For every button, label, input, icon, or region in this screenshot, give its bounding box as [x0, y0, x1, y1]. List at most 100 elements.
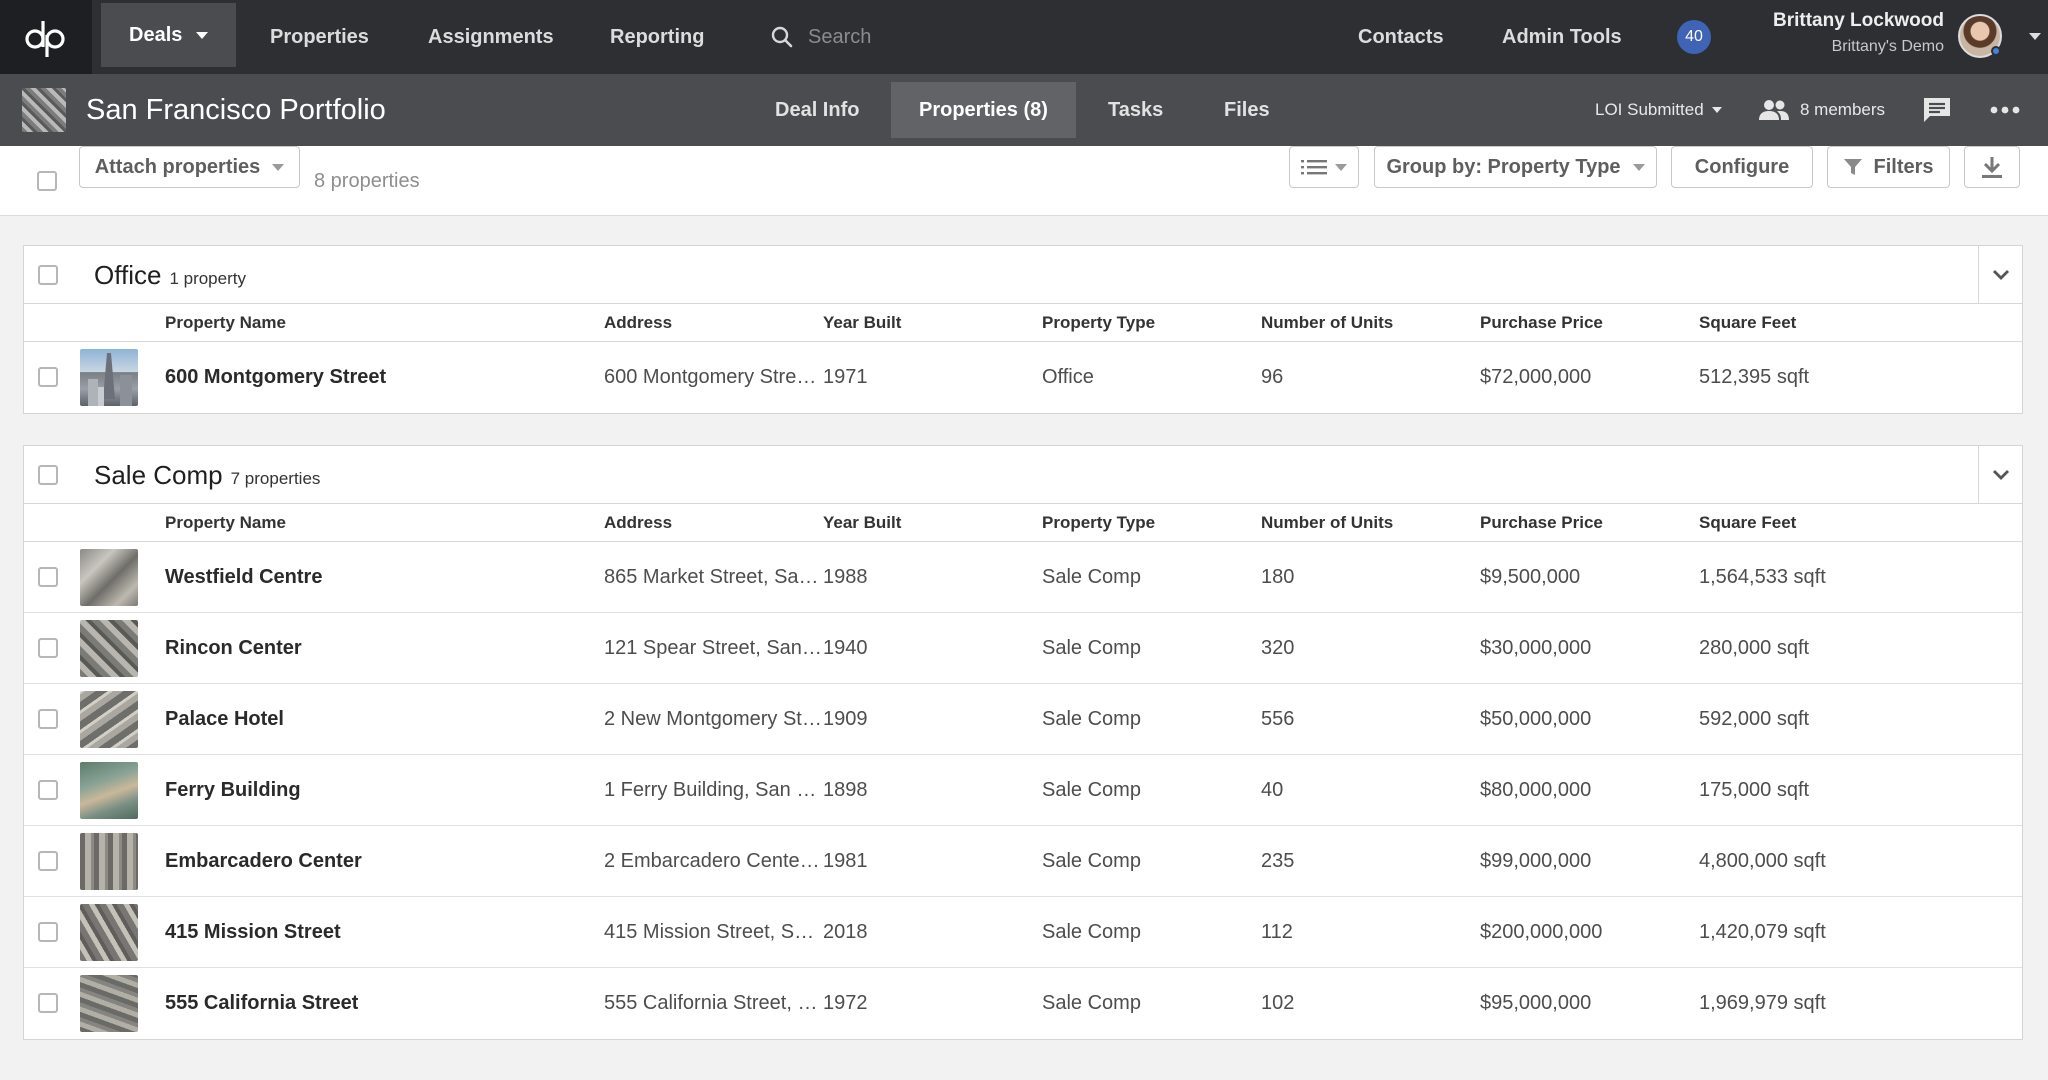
export-button[interactable] — [1964, 146, 2020, 188]
property-address: 415 Mission Street, San Francisco — [604, 921, 822, 943]
table-row[interactable]: Rincon Center 121 Spear Street, San Franc… — [24, 613, 2022, 684]
column-header-address[interactable]: Address — [604, 313, 673, 332]
row-checkbox[interactable] — [38, 638, 58, 658]
table-row[interactable]: Embarcadero Center 2 Embarcadero Center, … — [24, 826, 2022, 897]
property-type: Sale Comp — [1042, 992, 1141, 1014]
table-row[interactable]: 415 Mission Street 415 Mission Street, Sa… — [24, 897, 2022, 968]
nav-contacts[interactable]: Contacts — [1330, 0, 1472, 74]
property-type: Sale Comp — [1042, 850, 1141, 872]
group-header: Sale Comp 7 properties — [24, 446, 2022, 504]
nav-assignments[interactable]: Assignments — [400, 0, 582, 74]
row-checkbox[interactable] — [38, 780, 58, 800]
nav-admin-tools[interactable]: Admin Tools — [1474, 0, 1650, 74]
deal-header: San Francisco Portfolio Deal Info Proper… — [0, 74, 2048, 146]
number-of-units: 40 — [1261, 779, 1284, 801]
property-type: Office — [1042, 366, 1094, 388]
row-checkbox[interactable] — [38, 367, 58, 387]
property-name[interactable]: Embarcadero Center — [165, 850, 362, 872]
property-name[interactable]: Palace Hotel — [165, 708, 284, 730]
property-name[interactable]: 600 Montgomery Street — [165, 366, 387, 388]
property-name[interactable]: 555 California Street — [165, 992, 359, 1014]
column-header-number-of-units[interactable]: Number of Units — [1261, 513, 1394, 532]
property-type: Sale Comp — [1042, 708, 1141, 730]
table-row[interactable]: Ferry Building 1 Ferry Building, San Fran… — [24, 755, 2022, 826]
property-name[interactable]: Ferry Building — [165, 779, 301, 801]
column-header-property-type[interactable]: Property Type — [1042, 313, 1156, 332]
property-address: 555 California Street, San Francisco — [604, 992, 822, 1014]
table-row[interactable]: 600 Montgomery Street 600 Montgomery Str… — [24, 342, 2022, 413]
deal-status-label: LOI Submitted — [1595, 100, 1704, 119]
purchase-price: $99,000,000 — [1480, 850, 1592, 872]
tab-tasks[interactable]: Tasks — [1080, 82, 1191, 138]
column-header-year-built[interactable]: Year Built — [823, 513, 902, 532]
group-sale-comp: Sale Comp 7 properties Property Name Add… — [23, 445, 2023, 1040]
column-header-purchase-price[interactable]: Purchase Price — [1480, 313, 1603, 332]
column-header-square-feet[interactable]: Square Feet — [1699, 513, 1797, 532]
property-thumbnail — [80, 975, 138, 1032]
configure-button[interactable]: Configure — [1671, 146, 1813, 188]
column-header-property-name[interactable]: Property Name — [165, 513, 286, 532]
properties-toolbar: Attach properties 8 properties Group by:… — [0, 146, 2048, 216]
square-feet: 592,000 sqft — [1699, 708, 1810, 730]
deal-status-dropdown[interactable]: LOI Submitted — [1595, 74, 1722, 146]
tab-files[interactable]: Files — [1196, 82, 1298, 138]
column-header-year-built[interactable]: Year Built — [823, 313, 902, 332]
year-built: 1898 — [823, 779, 868, 801]
nav-reporting[interactable]: Reporting — [582, 0, 732, 74]
logo[interactable] — [0, 0, 92, 74]
group-select-checkbox[interactable] — [38, 265, 58, 285]
property-address: 2 New Montgomery Street, San Francisco — [604, 708, 822, 730]
members-button[interactable]: 8 members — [1758, 74, 1885, 146]
comments-icon[interactable] — [1922, 96, 1952, 124]
tab-tasks-label: Tasks — [1108, 98, 1164, 121]
number-of-units: 180 — [1261, 566, 1295, 588]
purchase-price: $72,000,000 — [1480, 366, 1592, 388]
property-name[interactable]: Rincon Center — [165, 637, 302, 659]
property-name[interactable]: Westfield Centre — [165, 566, 323, 588]
column-header-purchase-price[interactable]: Purchase Price — [1480, 513, 1603, 532]
table-row[interactable]: Westfield Centre 865 Market Street, San F… — [24, 542, 2022, 613]
chevron-down-icon — [1335, 163, 1347, 171]
property-thumbnail — [80, 349, 138, 406]
online-status-icon — [1991, 46, 2001, 56]
table-row[interactable]: 555 California Street 555 California Stre… — [24, 968, 2022, 1039]
group-select-checkbox[interactable] — [38, 465, 58, 485]
tab-properties[interactable]: Properties (8) — [891, 82, 1076, 138]
table-row[interactable]: Palace Hotel 2 New Montgomery Street, San… — [24, 684, 2022, 755]
purchase-price: $80,000,000 — [1480, 779, 1592, 801]
purchase-price: $30,000,000 — [1480, 637, 1592, 659]
nav-assignments-label: Assignments — [428, 25, 554, 48]
column-header-property-type[interactable]: Property Type — [1042, 513, 1156, 532]
column-header-square-feet[interactable]: Square Feet — [1699, 313, 1797, 332]
row-checkbox[interactable] — [38, 922, 58, 942]
search-input[interactable] — [808, 25, 1248, 49]
nav-deals[interactable]: Deals — [101, 3, 237, 67]
column-header-property-name[interactable]: Property Name — [165, 313, 286, 332]
property-name[interactable]: 415 Mission Street — [165, 921, 341, 943]
column-header-number-of-units[interactable]: Number of Units — [1261, 313, 1394, 332]
group-by-dropdown[interactable]: Group by: Property Type — [1374, 146, 1657, 188]
attach-properties-button[interactable]: Attach properties — [79, 146, 300, 188]
select-all-checkbox[interactable] — [37, 171, 57, 191]
collapse-group-button[interactable] — [1978, 446, 2022, 504]
row-checkbox[interactable] — [38, 567, 58, 587]
row-checkbox[interactable] — [38, 993, 58, 1013]
property-thumbnail — [80, 549, 138, 606]
tab-deal-info[interactable]: Deal Info — [747, 82, 887, 138]
view-mode-button[interactable] — [1289, 146, 1359, 188]
user-menu-chevron-down-icon[interactable] — [2029, 33, 2041, 40]
group-by-label: Group by: Property Type — [1386, 155, 1621, 178]
group-name: Sale Comp — [94, 460, 223, 490]
column-header-address[interactable]: Address — [604, 513, 673, 532]
user-menu[interactable]: Brittany Lockwood Brittany's Demo — [1773, 10, 1944, 56]
nav-properties[interactable]: Properties — [242, 0, 397, 74]
property-thumbnail — [80, 691, 138, 748]
more-options-icon[interactable] — [1990, 74, 2020, 146]
notification-badge[interactable]: 40 — [1677, 20, 1711, 54]
row-checkbox[interactable] — [38, 709, 58, 729]
chevron-down-icon — [1992, 470, 2009, 480]
year-built: 1981 — [823, 850, 868, 872]
collapse-group-button[interactable] — [1978, 246, 2022, 304]
filters-button[interactable]: Filters — [1827, 146, 1950, 188]
row-checkbox[interactable] — [38, 851, 58, 871]
